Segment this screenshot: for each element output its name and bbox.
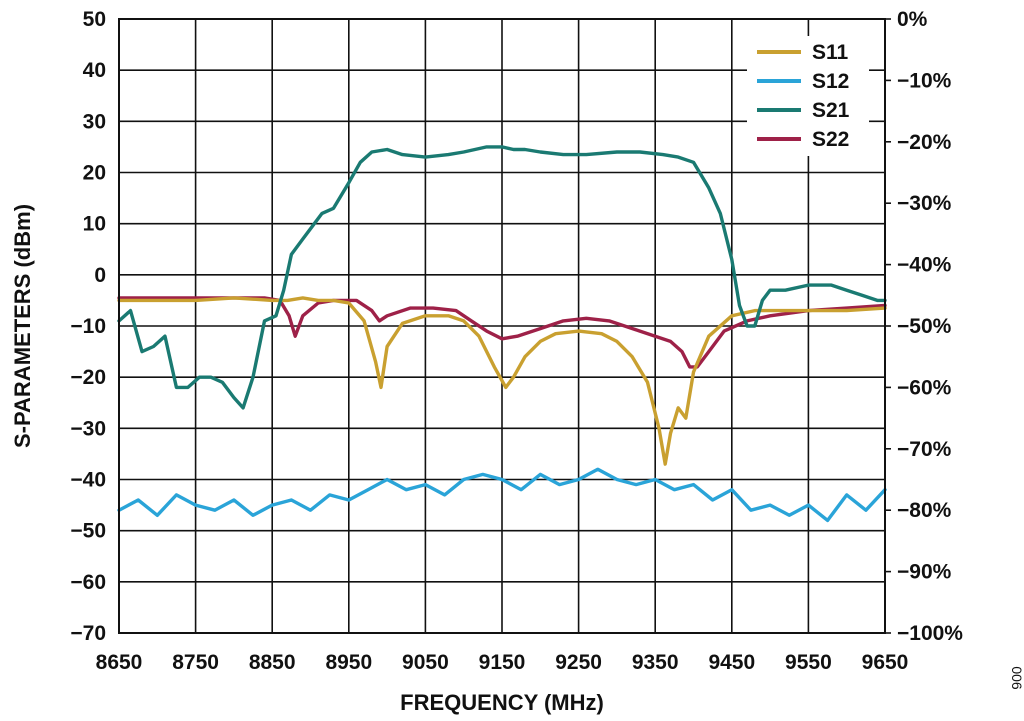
y-tick-label: 0 <box>94 264 106 287</box>
y-tick-label: 20 <box>83 162 106 185</box>
x-axis-label: FREQUENCY (MHz) <box>400 690 604 715</box>
y2-tick-label: −100% <box>897 622 963 645</box>
y2-tick-label: −20% <box>897 131 952 154</box>
x-tick-label: 8950 <box>325 651 372 674</box>
tick-labels: 8650 8750 8850 8950 9050 9150 9250 9350 9450 9550… <box>70 8 963 674</box>
figure-id: 006 <box>1009 666 1024 690</box>
y2-tick-label: −50% <box>897 315 952 338</box>
series-line-s11 <box>117 296 887 466</box>
y-tick-label: 50 <box>83 8 106 31</box>
y2-tick-label: −80% <box>897 499 952 522</box>
y-tick-label: 40 <box>83 59 106 82</box>
legend-box <box>747 36 869 156</box>
legend-label-s11: S11 <box>812 41 849 64</box>
y2-tick-label: 0% <box>897 8 928 31</box>
x-tick-label: 9350 <box>632 651 679 674</box>
x-tick-label: 8850 <box>249 651 296 674</box>
x-tick-label: 9450 <box>708 651 755 674</box>
y2-tick-label: −90% <box>897 561 952 584</box>
y-tick-label: −50 <box>70 520 106 543</box>
x-tick-label: 9250 <box>555 651 602 674</box>
x-tick-label: 9150 <box>479 651 526 674</box>
y2-tick-label: −40% <box>897 254 952 277</box>
x-tick-label: 9550 <box>785 651 832 674</box>
legend-label-s21: S21 <box>812 99 850 122</box>
legend: S11 S12 S21 S22 <box>747 36 869 156</box>
plot-frame <box>118 18 886 634</box>
y-tick-label: −60 <box>70 571 106 594</box>
series-line-s12 <box>117 467 887 523</box>
y-axis-label: S-PARAMETERS (dBm) <box>10 204 35 448</box>
x-tick-label: 8650 <box>96 651 143 674</box>
y-tick-label: −20 <box>70 366 106 389</box>
x-tick-label: 9650 <box>862 651 909 674</box>
legend-label-s22: S22 <box>812 128 849 151</box>
series-line-s21 <box>117 145 887 410</box>
y-tick-label: −30 <box>70 417 106 440</box>
y-tick-label: −40 <box>70 469 106 492</box>
y-tick-label: 10 <box>83 213 106 236</box>
legend-label-s12: S12 <box>812 70 849 93</box>
y2-tick-label: −30% <box>897 192 952 215</box>
y2-tick-label: −10% <box>897 69 952 92</box>
y-tick-label: −70 <box>70 622 106 645</box>
y2-tick-label: −70% <box>897 438 952 461</box>
x-tick-label: 8750 <box>172 651 219 674</box>
y2-tick-label: −60% <box>897 376 952 399</box>
y-tick-label: 30 <box>83 110 106 133</box>
y-tick-label: −10 <box>70 315 106 338</box>
series-line-s22 <box>117 296 887 369</box>
x-tick-label: 9050 <box>402 651 449 674</box>
series-layer <box>117 145 887 523</box>
